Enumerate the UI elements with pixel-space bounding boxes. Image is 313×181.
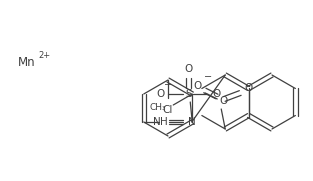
Text: Cl: Cl [163,105,173,115]
Text: N: N [188,117,196,127]
Text: O: O [244,83,252,93]
Text: H: H [160,117,168,127]
Text: S: S [185,89,192,99]
Text: O: O [156,89,164,99]
Text: O: O [212,89,220,99]
Text: −: − [164,80,172,90]
Text: O: O [220,96,228,106]
Text: −: − [204,72,212,82]
Text: Mn: Mn [18,56,36,68]
Text: CH₃: CH₃ [150,104,166,113]
Text: O: O [193,81,201,91]
Text: 2+: 2+ [38,52,50,60]
Text: O: O [184,64,192,74]
Text: N: N [153,117,161,127]
